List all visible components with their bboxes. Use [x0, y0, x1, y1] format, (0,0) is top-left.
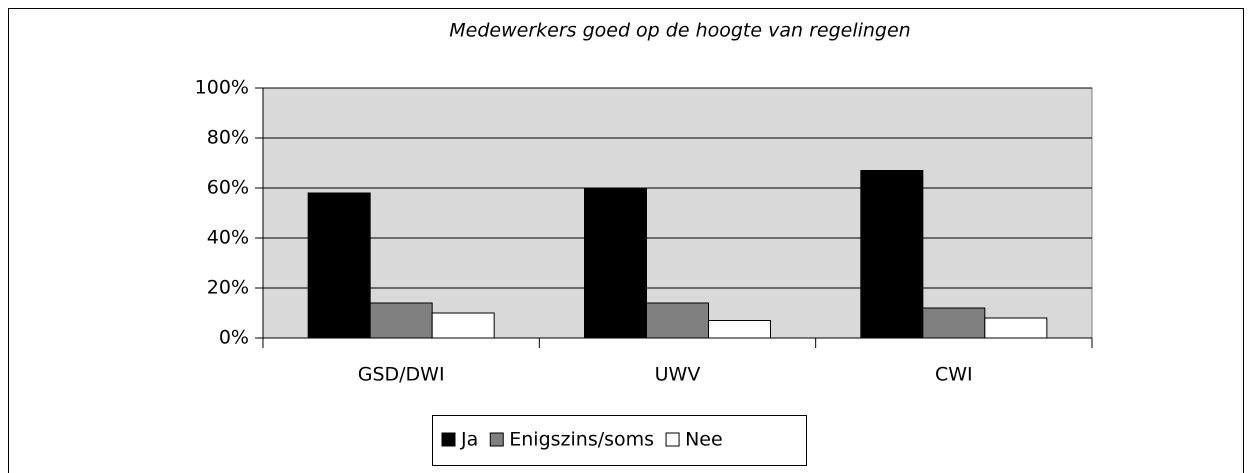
x-tick-label: CWI [935, 364, 973, 386]
legend-label: Nee [685, 429, 723, 451]
bar [984, 317, 1048, 339]
y-tick-label: 20% [207, 277, 249, 299]
legend-swatch [441, 432, 456, 447]
y-tick-label: 80% [207, 127, 249, 149]
legend-swatch [665, 432, 680, 447]
bar [369, 302, 433, 339]
bar [922, 307, 986, 339]
bar [860, 170, 924, 339]
plot-area [262, 87, 1093, 339]
legend-swatch [489, 432, 504, 447]
y-tick-label: 60% [207, 177, 249, 199]
x-tick-label: GSD/DWI [358, 364, 445, 386]
chart-frame [8, 8, 1244, 473]
legend-label: Ja [460, 429, 478, 451]
bar [584, 187, 647, 339]
bar [431, 312, 495, 339]
y-tick-label: 40% [207, 227, 249, 249]
y-tick-label: 100% [195, 77, 249, 99]
legend-label: Enigszins/soms [509, 429, 654, 451]
y-tick-label: 0% [219, 327, 249, 349]
x-tick-label: UWV [655, 364, 701, 386]
chart-title: Medewerkers goed op de hoogte van regeli… [449, 20, 910, 42]
bar [708, 320, 771, 339]
bar [646, 302, 709, 339]
bar [307, 192, 371, 339]
